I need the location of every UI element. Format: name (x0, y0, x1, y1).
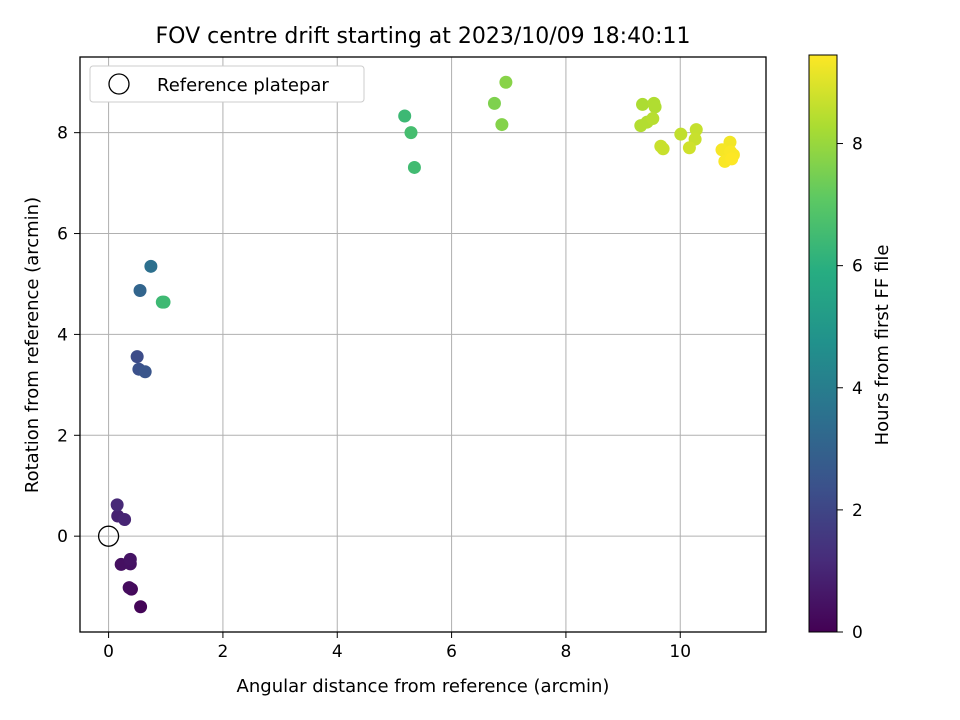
reference-point (97, 525, 120, 547)
data-point (144, 259, 158, 273)
y-tick-label: 8 (57, 124, 68, 144)
data-point (725, 152, 739, 166)
colorbar-label: Hours from first FF file (872, 245, 893, 446)
data-point (689, 123, 703, 137)
data-point (157, 295, 171, 309)
colorbar-tick-label: 0 (852, 623, 863, 643)
y-tick-label: 0 (57, 527, 68, 547)
y-tick-label: 6 (57, 225, 68, 245)
data-point (130, 350, 144, 364)
x-tick-label: 10 (669, 642, 691, 662)
data-point (122, 581, 136, 595)
data-point (487, 96, 501, 110)
data-point (118, 513, 132, 527)
data-point (404, 126, 418, 140)
y-tick-label: 2 (57, 426, 68, 446)
data-point (110, 498, 124, 512)
data-point (138, 365, 152, 379)
colorbar-tick-label: 6 (852, 257, 863, 277)
data-point (682, 141, 696, 155)
colorbar-gradient (808, 54, 838, 633)
y-axis: 0 2 4 6 8 (57, 124, 80, 547)
x-tick-label: 4 (332, 642, 343, 662)
legend-entry-reference: Reference platepar (157, 75, 329, 96)
colorbar-tick-label: 4 (852, 379, 863, 399)
grid-lines (80, 57, 766, 632)
x-tick-label: 0 (103, 642, 114, 662)
legend-box (89, 65, 365, 103)
x-axis: 0 2 4 6 8 10 (103, 632, 691, 662)
data-point (398, 109, 412, 123)
chart-title: FOV centre drift starting at 2023/10/09 … (156, 24, 691, 49)
data-point (656, 142, 670, 156)
colorbar: 0 2 4 6 8 Hours from first FF file (808, 54, 893, 643)
data-point (495, 118, 509, 132)
y-tick-label: 4 (57, 325, 68, 345)
x-tick-label: 8 (561, 642, 572, 662)
data-points (97, 75, 740, 614)
x-axis-label: Angular distance from reference (arcmin) (237, 676, 610, 697)
colorbar-tick-label: 8 (852, 135, 863, 155)
colorbar-tick-label: 2 (852, 501, 863, 521)
legend-marker-reference (108, 73, 130, 95)
data-point (646, 112, 660, 126)
data-point (133, 284, 147, 298)
data-point (499, 75, 513, 89)
plot-frame (79, 56, 767, 633)
data-point (123, 552, 137, 566)
data-point (648, 100, 662, 114)
data-point (134, 600, 148, 614)
colorbar-ticks: 0 2 4 6 8 (837, 135, 863, 643)
y-axis-label: Rotation from reference (arcmin) (22, 197, 43, 493)
x-tick-label: 6 (446, 642, 457, 662)
data-point (674, 127, 688, 141)
data-point (636, 97, 650, 111)
x-tick-label: 2 (218, 642, 229, 662)
data-point (407, 160, 421, 174)
legend: Reference platepar (89, 65, 365, 103)
